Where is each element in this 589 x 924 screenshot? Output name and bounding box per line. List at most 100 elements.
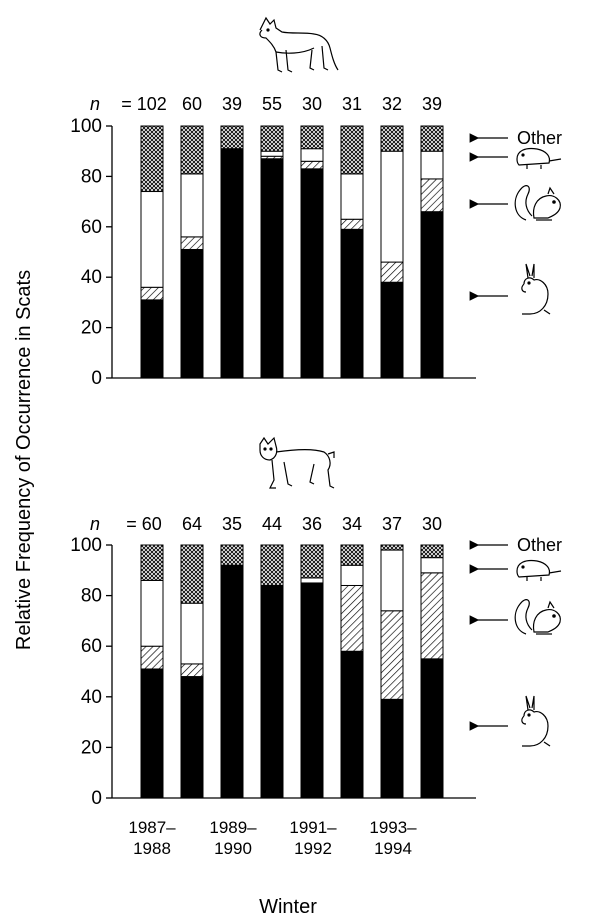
bar-segment-crosshatch [180, 544, 204, 604]
sample-size-label: = 102 [121, 94, 167, 114]
bar-segment-solid-black [420, 658, 444, 799]
y-tick-label: 60 [81, 636, 102, 657]
bar-segment-white [380, 549, 404, 612]
sample-size-label: 39 [422, 94, 442, 114]
sample-size-label: 36 [302, 514, 322, 534]
sample-size-label: 44 [262, 514, 282, 534]
bar-segment-white [420, 557, 444, 574]
bar-segment-white [140, 579, 164, 647]
y-tick-label: 40 [81, 267, 102, 288]
bar-segment-solid-black [220, 564, 244, 799]
y-tick-label: 80 [81, 586, 102, 607]
bar-segment-crosshatch [180, 125, 204, 175]
bar-segment-crosshatch [340, 125, 364, 175]
x-tick-label: 1993– [369, 818, 417, 837]
lynx-icon [259, 436, 335, 489]
bar-segment-crosshatch [260, 125, 284, 152]
bar-segment-white [300, 148, 324, 162]
x-tick-labels: 1987– 1988 1989– 1990 1991– 1992 1993– 1… [128, 818, 417, 858]
bar-segment-white [340, 564, 364, 586]
bar-segment-solid-black [260, 158, 284, 379]
bar-segment-diagonal-hatch [420, 178, 444, 213]
sample-size-label: 39 [222, 94, 242, 114]
bar-segment-diagonal-hatch [380, 610, 404, 700]
bar-segment-solid-black [380, 281, 404, 379]
bar-segment-white [180, 602, 204, 665]
x-tick-label: 1991– [289, 818, 337, 837]
sample-size-label: 30 [422, 514, 442, 534]
x-tick-label: 1988 [133, 839, 171, 858]
bar-segment-solid-black [300, 582, 324, 799]
squirrel-icon [514, 185, 561, 221]
bar-segment-diagonal-hatch [180, 236, 204, 250]
x-tick-label: 1989– [209, 818, 257, 837]
hare-icon [521, 263, 551, 315]
x-tick-label: 1987– [128, 818, 176, 837]
bar-segment-solid-black [140, 668, 164, 799]
bar-segment-diagonal-hatch [340, 218, 364, 230]
bar-segment-white [140, 191, 164, 288]
y-tick-label: 0 [91, 368, 102, 389]
y-tick-label: 20 [81, 318, 102, 339]
legend-label-other: Other [517, 128, 562, 148]
bar-segment-diagonal-hatch [140, 286, 164, 301]
sample-size-label: 31 [342, 94, 362, 114]
legend-top: Other [469, 128, 562, 315]
sample-size-label: 64 [182, 514, 202, 534]
n-prefix-label: n [90, 514, 100, 534]
bar-segment-solid-black [140, 299, 164, 379]
bar-segment-solid-black [340, 228, 364, 379]
y-tick-label: 80 [81, 166, 102, 187]
bar-segment-solid-black [420, 211, 444, 379]
bar-segment-solid-black [300, 168, 324, 379]
bar-segment-diagonal-hatch [140, 645, 164, 670]
bar-segment-diagonal-hatch [340, 584, 364, 652]
y-tick-label: 100 [70, 535, 102, 556]
y-axis-title: Relative Frequency of Occurrence in Scat… [13, 270, 35, 650]
bar-segment-crosshatch [420, 544, 444, 559]
bar-segment-solid-black [380, 698, 404, 799]
bar-segment-crosshatch [300, 125, 324, 150]
bar-segment-white [420, 150, 444, 180]
y-tick-label: 20 [81, 737, 102, 758]
bar-segment-crosshatch [420, 125, 444, 152]
bar-segment-crosshatch [220, 125, 244, 150]
vole-icon [516, 147, 562, 169]
bar-segment-white [260, 150, 284, 157]
bar-segment-diagonal-hatch [180, 663, 204, 678]
y-tick-label: 40 [81, 687, 102, 708]
x-tick-label: 1992 [294, 839, 332, 858]
sample-size-label: 34 [342, 514, 362, 534]
bar-segment-solid-black [340, 650, 364, 799]
coyote-icon [259, 16, 339, 73]
sample-size-label: 30 [302, 94, 322, 114]
hare-icon [521, 695, 551, 747]
sample-size-label: 32 [382, 94, 402, 114]
bar-segment-crosshatch [140, 125, 164, 193]
bar-segment-crosshatch [380, 544, 404, 551]
bar-segment-crosshatch [340, 544, 364, 566]
bar-segment-crosshatch [300, 544, 324, 579]
bar-segment-solid-black [180, 676, 204, 799]
y-tick-label: 0 [91, 788, 102, 809]
bar-segment-crosshatch [220, 544, 244, 566]
squirrel-icon [514, 599, 561, 635]
sample-size-label: = 60 [126, 514, 162, 534]
bar-segment-solid-black [260, 584, 284, 799]
bar-segment-crosshatch [380, 125, 404, 152]
bar-segment-diagonal-hatch [420, 572, 444, 660]
bar-segment-diagonal-hatch [300, 160, 324, 170]
bar-segment-crosshatch [260, 544, 284, 586]
bar-segment-white [180, 173, 204, 238]
bar-segment-crosshatch [140, 544, 164, 581]
y-tick-label: 60 [81, 217, 102, 238]
legend-bottom: Other [469, 535, 562, 747]
bar-segment-white [300, 577, 324, 584]
y-tick-label: 100 [70, 116, 102, 137]
bar-segment-white [380, 150, 404, 263]
x-tick-label: 1990 [214, 839, 252, 858]
x-tick-label: 1994 [374, 839, 412, 858]
